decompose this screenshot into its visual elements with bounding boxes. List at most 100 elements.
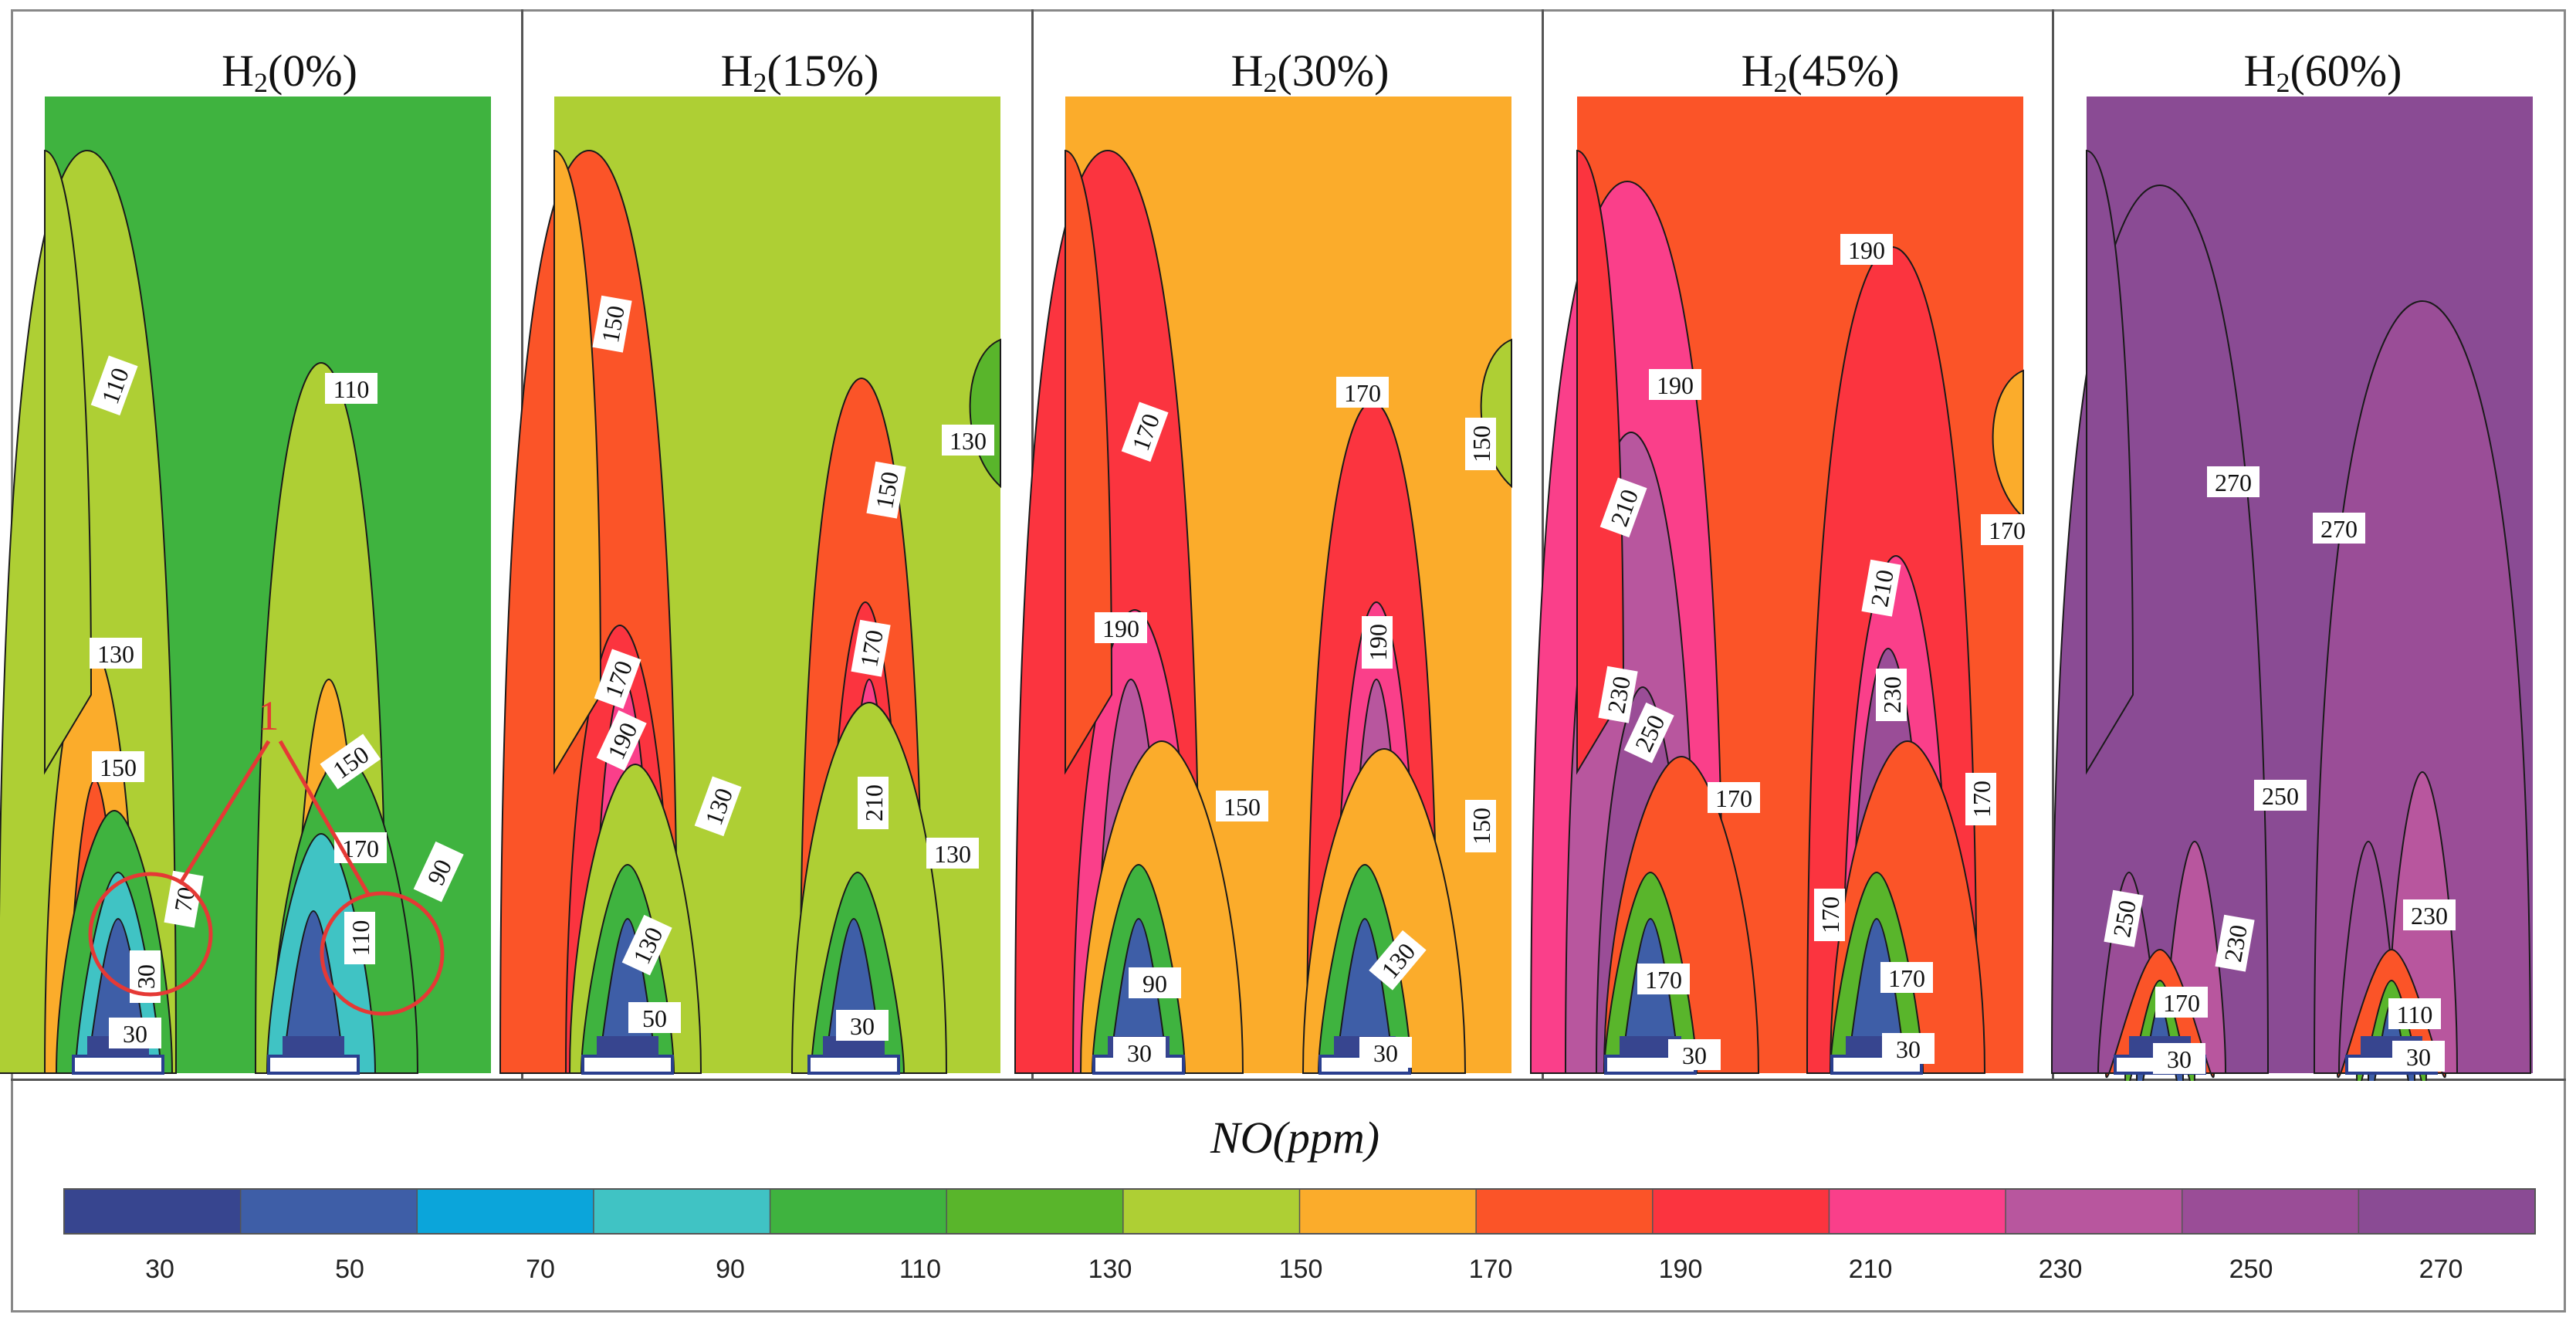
svg-text:30: 30: [1127, 1039, 1152, 1067]
contour-label: 230: [2215, 914, 2255, 972]
svg-text:170: 170: [1645, 966, 1682, 994]
colorbar-tick-label: 170: [1468, 1255, 1513, 1284]
colorbar-swatch: [770, 1189, 947, 1234]
svg-text:150: 150: [596, 303, 630, 345]
svg-text:230: 230: [2411, 902, 2448, 930]
colorbar-swatch: [2006, 1189, 2183, 1234]
contour-label: 70: [164, 870, 204, 928]
colorbar-swatch: [240, 1189, 418, 1234]
contour-label: 90: [413, 841, 464, 903]
svg-text:230: 230: [1602, 674, 1636, 716]
contour-region: [2086, 149, 2134, 775]
svg-text:170: 170: [1816, 896, 1844, 933]
contour-label: 170: [1814, 889, 1845, 941]
svg-text:190: 190: [1848, 236, 1885, 264]
svg-text:150: 150: [1224, 793, 1261, 821]
svg-text:50: 50: [642, 1004, 667, 1032]
panel-title-h2-30: H2(30%): [1230, 46, 1390, 98]
svg-text:150: 150: [1467, 808, 1495, 845]
contour-label: 270: [2313, 513, 2365, 544]
contour-label: 170: [1880, 962, 1933, 993]
colorbar-title: NO(ppm): [1210, 1113, 1380, 1163]
svg-text:230: 230: [1878, 676, 1906, 713]
svg-text:1: 1: [259, 693, 279, 739]
svg-text:30: 30: [1373, 1039, 1398, 1067]
svg-text:170: 170: [1968, 781, 1995, 818]
contour-label: 270: [2207, 466, 2260, 497]
contour-label: 170: [1965, 773, 1996, 825]
contour-label: 30: [109, 1018, 161, 1048]
colorbar-tick-label: 130: [1088, 1255, 1132, 1284]
colorbar-swatch: [1652, 1189, 1830, 1234]
contour-label: 170: [1336, 377, 1389, 408]
contour-label: 130: [926, 838, 979, 869]
contour-label: 150: [1216, 791, 1268, 821]
contour-region: [1992, 369, 2024, 520]
contour-panels: 110 110 130 150 150 170 90 70 30 110 30 1 150 150 130 1…: [0, 97, 2533, 1081]
contour-label: 150: [592, 295, 632, 353]
svg-text:30: 30: [1896, 1035, 1921, 1063]
svg-text:90: 90: [1142, 970, 1167, 998]
svg-text:230: 230: [2219, 923, 2253, 964]
contour-label: 30: [1668, 1039, 1721, 1070]
svg-text:170: 170: [1989, 517, 2026, 544]
contour-label: 150: [92, 751, 144, 782]
panel-title-h2-60: H2(60%): [2243, 46, 2402, 98]
contour-label: 150: [1465, 800, 1496, 852]
svg-text:150: 150: [100, 754, 137, 781]
colorbar-tick-label: 150: [1278, 1255, 1323, 1284]
colorbar-swatch: [2182, 1189, 2359, 1234]
svg-text:70: 70: [169, 885, 201, 914]
svg-text:190: 190: [1657, 371, 1694, 399]
contour-label: 130: [90, 638, 142, 669]
contour-label: 130: [942, 425, 994, 456]
colorbar-swatch: [593, 1189, 771, 1234]
contour-label: 230: [2403, 899, 2456, 930]
colorbar-swatch: [1476, 1189, 1654, 1234]
contour-region: [1576, 149, 1625, 775]
panel-title-h2-15: H2(15%): [720, 46, 879, 98]
contour-label: 250: [2254, 780, 2307, 811]
contour-label: 170: [1708, 782, 1760, 813]
colorbar-tick-label: 110: [899, 1255, 942, 1284]
svg-text:130: 130: [97, 640, 134, 668]
panel-title-h2-45: H2(45%): [1741, 46, 1900, 98]
annotation-marker: 1: [88, 693, 445, 1016]
contour-label: 210: [1861, 559, 1901, 617]
svg-text:110: 110: [2397, 1001, 2433, 1028]
svg-text:150: 150: [1467, 425, 1495, 462]
svg-text:270: 270: [2320, 515, 2358, 543]
contour-label: 110: [2388, 998, 2441, 1029]
colorbar-swatch: [1299, 1189, 1477, 1234]
colorbar-tick-label: 90: [716, 1255, 745, 1284]
colorbar-tick-label: 270: [2419, 1255, 2463, 1284]
contour-label: 90: [1129, 967, 1181, 998]
contour-label: 50: [628, 1002, 681, 1033]
svg-text:130: 130: [934, 840, 971, 868]
svg-text:250: 250: [2107, 898, 2141, 940]
contour-label: 170: [1637, 964, 1690, 994]
svg-text:270: 270: [2215, 469, 2252, 496]
colorbar-tick-label: 70: [526, 1255, 555, 1284]
colorbar-tick-label: 50: [335, 1255, 364, 1284]
colorbar-tick-label: 190: [1658, 1255, 1703, 1284]
colorbar-tick-label: 30: [145, 1255, 174, 1284]
svg-text:170: 170: [2163, 989, 2200, 1017]
colorbar-swatch: [1122, 1189, 1300, 1234]
panel-title-h2-0: H2(0%): [222, 46, 357, 98]
svg-text:170: 170: [1344, 379, 1381, 407]
colorbar: [63, 1188, 2536, 1235]
contour-label: 250: [2104, 889, 2144, 947]
svg-text:30: 30: [123, 1020, 147, 1048]
contour-label: 30: [1882, 1033, 1935, 1064]
colorbar-swatch: [2358, 1189, 2536, 1234]
contour-label: 150: [866, 461, 906, 519]
svg-text:150: 150: [870, 469, 904, 511]
colorbar-tick-label: 230: [2038, 1255, 2083, 1284]
colorbar-swatch: [64, 1189, 242, 1234]
